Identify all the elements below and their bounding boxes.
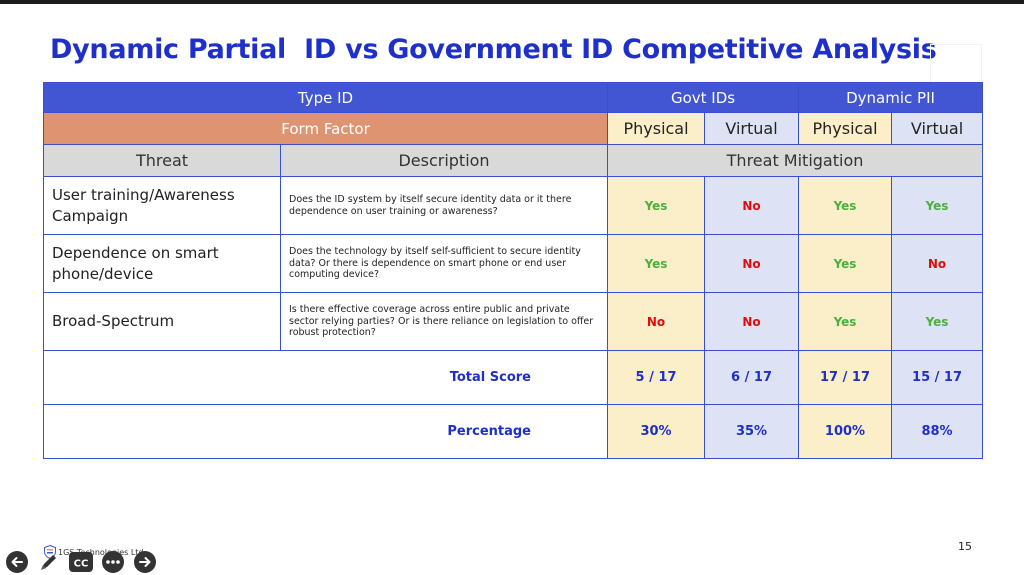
total-score-row: Total Score 5 / 17 6 / 17 17 / 17 15 / 1… xyxy=(42,350,984,405)
mitigation-cell: Yes xyxy=(607,234,706,293)
percentage-cell: 35% xyxy=(704,404,800,459)
table-row: Broad-Spectrum Is there effective covera… xyxy=(43,292,984,351)
description-header: Description xyxy=(279,144,609,177)
mitigation-cell: Yes xyxy=(798,176,893,235)
description-cell: Is there effective coverage across entir… xyxy=(279,292,609,351)
top-border xyxy=(0,0,1024,4)
mitigation-cell: No xyxy=(607,292,706,351)
header-row-type: Type ID Govt IDs Dynamic PII xyxy=(42,82,984,113)
mitigation-cell: Yes xyxy=(891,176,984,235)
threat-cell: Dependence on smart phone/device xyxy=(43,234,281,293)
description-cell: Does the technology by itself self-suffi… xyxy=(279,234,609,293)
captions-button[interactable]: CC xyxy=(68,549,94,575)
mitigation-cell: Yes xyxy=(798,234,893,293)
type-id-header: Type ID xyxy=(42,82,609,113)
mitigation-cell: Yes xyxy=(798,292,893,351)
threat-header: Threat xyxy=(43,144,281,177)
score-cell: 6 / 17 xyxy=(704,350,800,405)
cc-label: CC xyxy=(74,559,89,570)
next-slide-button[interactable] xyxy=(132,549,158,575)
cc-icon: CC xyxy=(69,552,93,572)
dynamic-physical-header: Physical xyxy=(798,112,893,145)
govt-physical-header: Physical xyxy=(607,112,706,145)
more-options-button[interactable] xyxy=(100,549,126,575)
table-row: Dependence on smart phone/device Does th… xyxy=(43,234,984,293)
slide-title: Dynamic Partial ID vs Government ID Comp… xyxy=(50,34,937,65)
mitigation-cell: No xyxy=(704,292,800,351)
score-cell: 5 / 17 xyxy=(607,350,706,405)
pen-icon xyxy=(41,555,56,570)
pen-tool-button[interactable] xyxy=(36,549,62,575)
percentage-row: Percentage 30% 35% 100% 88% xyxy=(42,404,984,459)
total-score-label: Total Score xyxy=(42,350,609,405)
govt-virtual-header: Virtual xyxy=(704,112,800,145)
score-cell: 17 / 17 xyxy=(798,350,893,405)
percentage-label: Percentage xyxy=(42,404,609,459)
threat-cell: Broad-Spectrum xyxy=(43,292,281,351)
form-factor-header: Form Factor xyxy=(42,112,609,145)
percentage-cell: 88% xyxy=(891,404,984,459)
more-icon xyxy=(102,551,124,573)
table-row: User training/Awareness Campaign Does th… xyxy=(43,176,984,235)
mitigation-cell: No xyxy=(891,234,984,293)
score-cell: 15 / 17 xyxy=(891,350,984,405)
mitigation-cell: Yes xyxy=(891,292,984,351)
mitigation-cell: Yes xyxy=(607,176,706,235)
previous-slide-button[interactable] xyxy=(4,549,30,575)
threat-cell: User training/Awareness Campaign xyxy=(43,176,281,235)
percentage-cell: 30% xyxy=(607,404,706,459)
arrow-left-icon xyxy=(6,551,28,573)
dynamic-virtual-header: Virtual xyxy=(891,112,984,145)
presentation-controls: CC xyxy=(4,549,158,575)
page-number: 15 xyxy=(958,540,972,553)
competitive-analysis-table: Type ID Govt IDs Dynamic PII Form Factor… xyxy=(42,82,984,459)
threat-mitigation-header: Threat Mitigation xyxy=(607,144,984,177)
header-row-form-factor: Form Factor Physical Virtual Physical Vi… xyxy=(42,112,984,145)
company-name: 1GS Technologies Ltd xyxy=(58,547,144,557)
mitigation-cell: No xyxy=(704,234,800,293)
percentage-cell: 100% xyxy=(798,404,893,459)
faint-logo-outline xyxy=(930,44,982,86)
arrow-right-icon xyxy=(134,551,156,573)
dynamic-pii-header: Dynamic PII xyxy=(798,82,984,113)
header-row-threat: Threat Description Threat Mitigation xyxy=(43,144,984,177)
description-cell: Does the ID system by itself secure iden… xyxy=(279,176,609,235)
govt-ids-header: Govt IDs xyxy=(607,82,800,113)
mitigation-cell: No xyxy=(704,176,800,235)
